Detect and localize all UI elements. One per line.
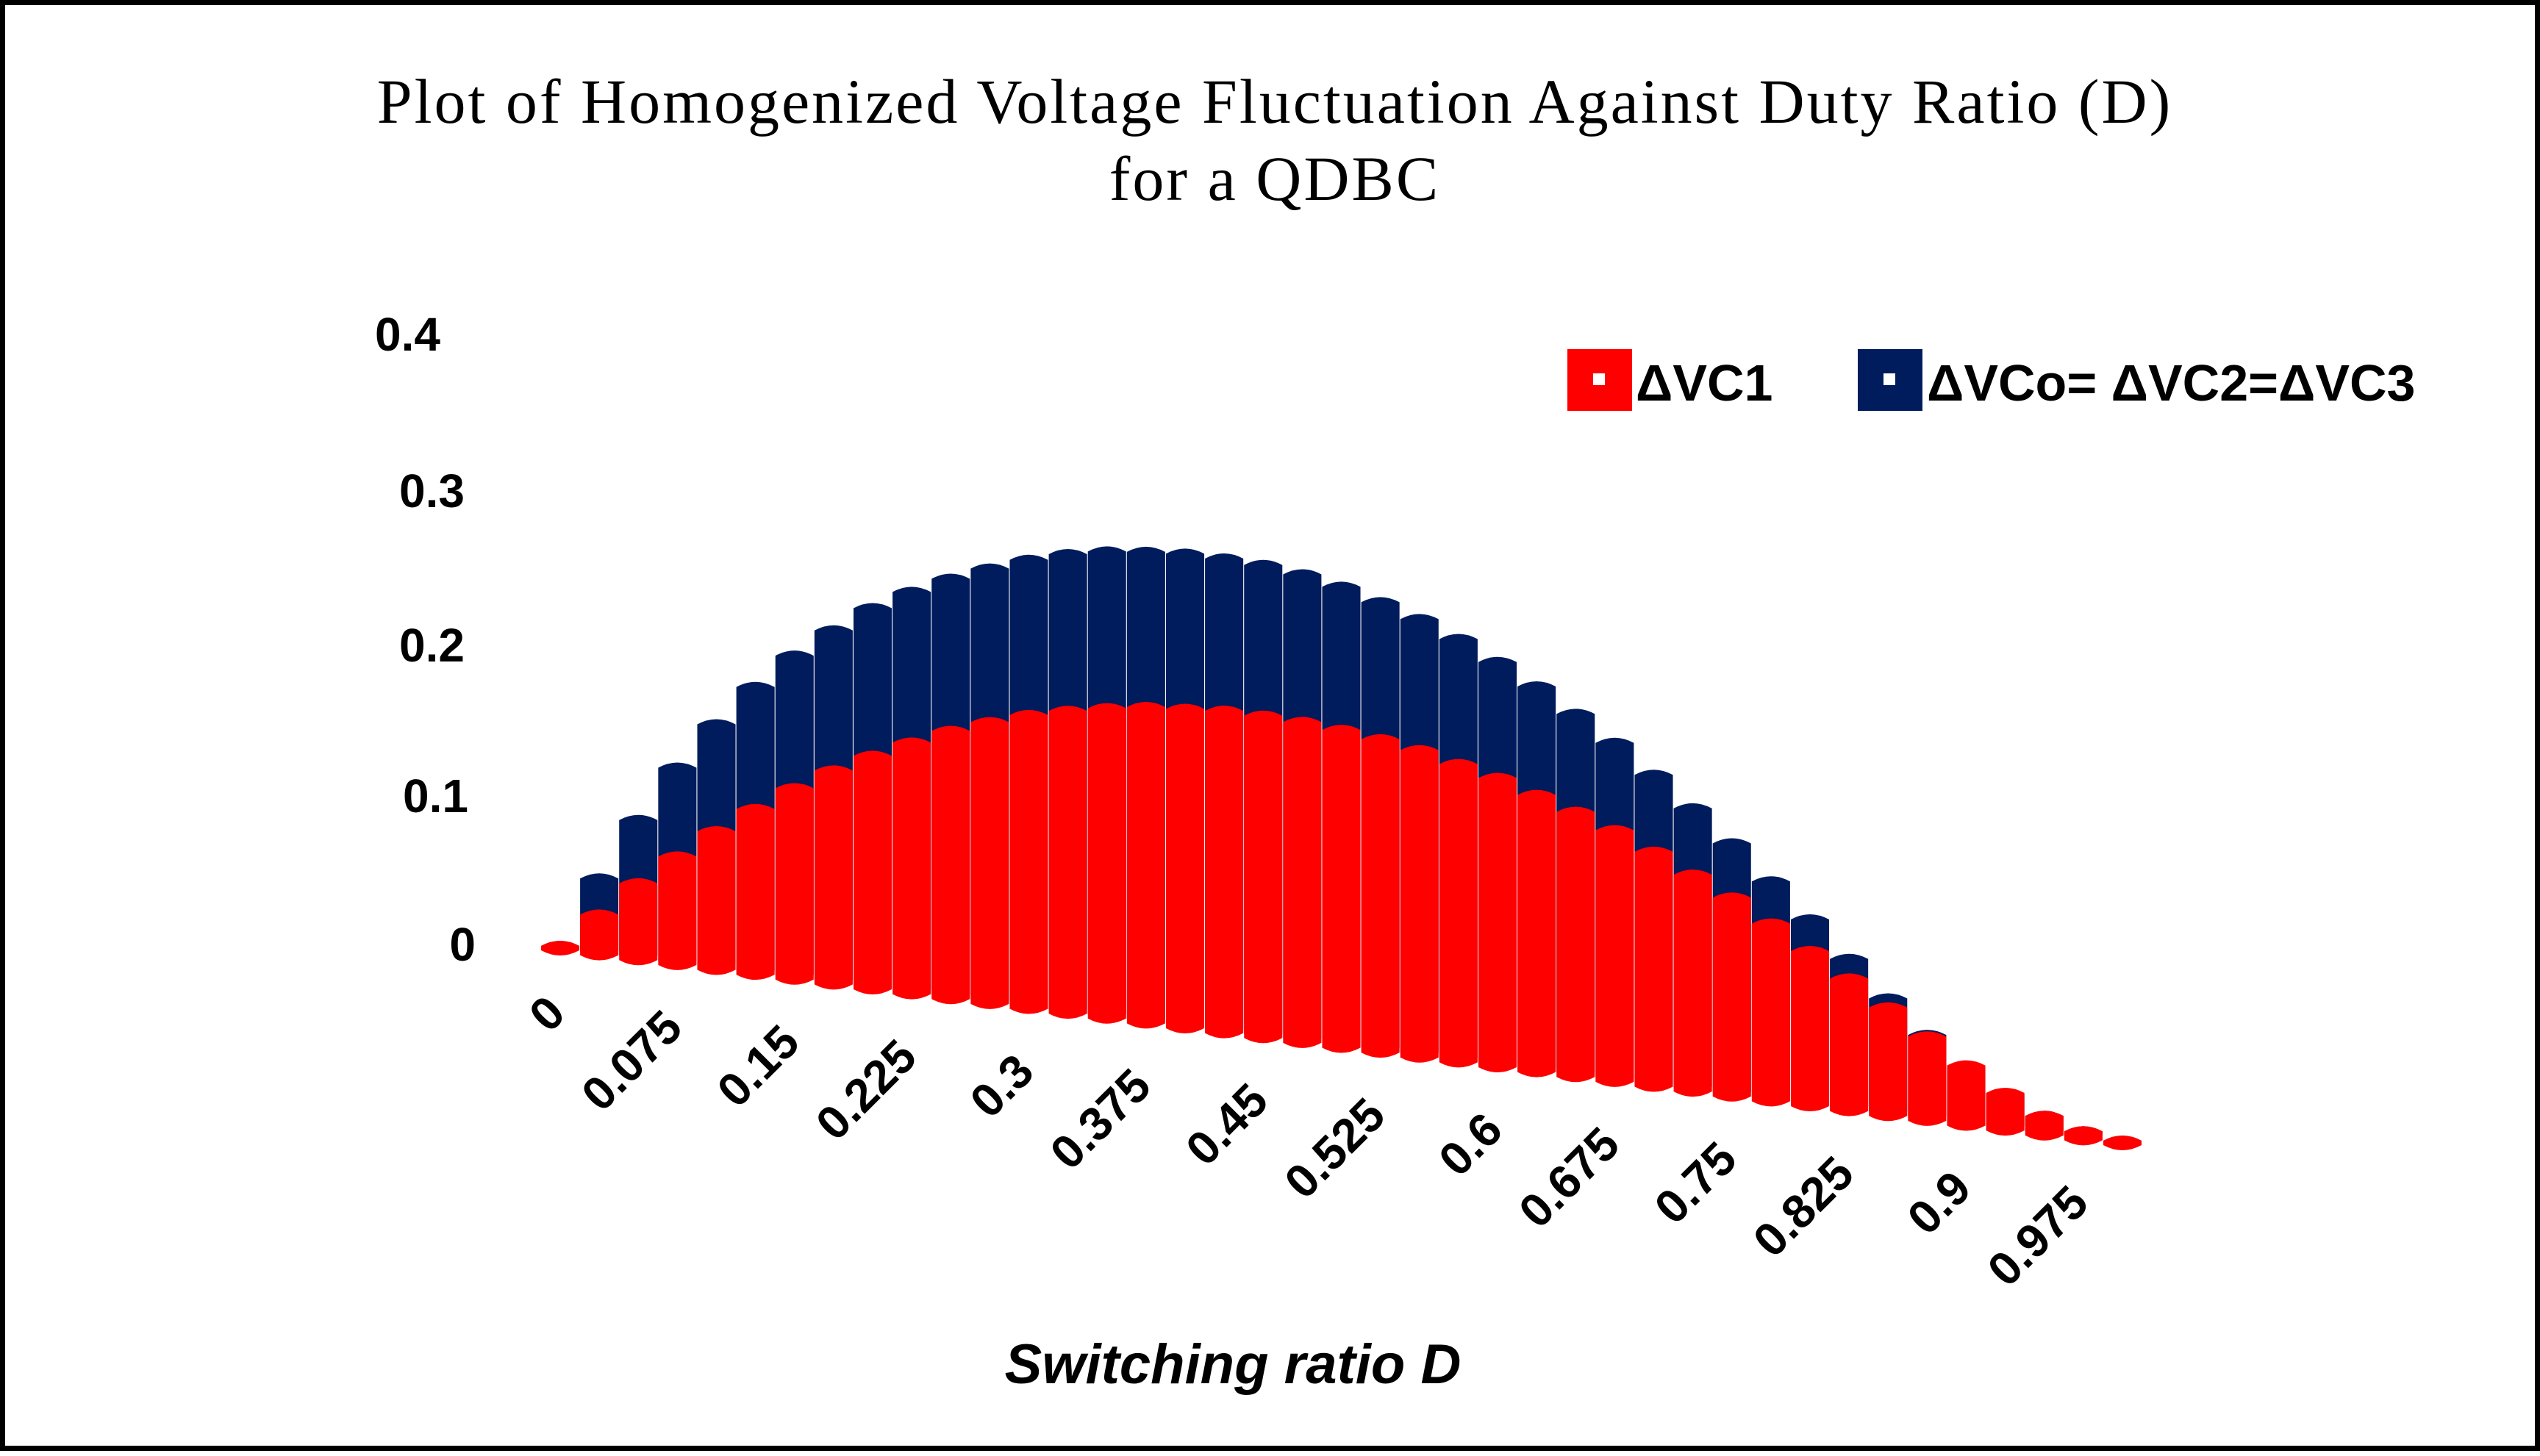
- bar-series-group: [540, 546, 2142, 1150]
- bar-vc1: [1439, 759, 1478, 1068]
- x-tick-label: 0.675: [1509, 1117, 1629, 1238]
- y-tick-label: 0.2: [399, 619, 465, 672]
- bar-vc1: [1556, 806, 1595, 1083]
- chart-subtitle: for a QDBC: [1109, 143, 1440, 214]
- x-tick-label: 0.075: [571, 1000, 692, 1121]
- bar-vc1: [931, 725, 970, 1005]
- bar-vc1: [892, 737, 931, 1000]
- bar-vc1: [1478, 772, 1517, 1072]
- bar-vc1: [1830, 973, 1869, 1116]
- bar-vc1: [1126, 702, 1165, 1029]
- bar-vc1: [1947, 1060, 1986, 1131]
- bar-vc1: [1009, 709, 1048, 1014]
- bar-vc1: [814, 765, 853, 990]
- x-tick-label: 0.375: [1040, 1058, 1161, 1179]
- bar-vc1: [1087, 703, 1126, 1024]
- y-tick-label: 0.3: [399, 465, 465, 517]
- bar-vc1: [1361, 734, 1400, 1058]
- legend-item-vco: ΔVCo= ΔVC2=ΔVC3: [1858, 349, 2416, 412]
- bar-vc1: [970, 717, 1009, 1009]
- bar-vc1: [619, 878, 658, 966]
- bar-vc1: [1205, 706, 1244, 1039]
- x-tick-label: 0.45: [1176, 1073, 1278, 1175]
- bar-vc1: [775, 783, 814, 985]
- x-tick-label: 0.825: [1743, 1147, 1864, 1267]
- y-tick-label: 0: [449, 918, 476, 971]
- bar-vc1: [658, 851, 697, 970]
- legend-swatch-vc1-mark: [1593, 373, 1605, 385]
- y-axis-tick-labels: 0 0.1 0.2 0.3 0.4: [375, 308, 476, 971]
- bar-vc1: [1634, 846, 1673, 1092]
- x-tick-label: 0.225: [806, 1030, 926, 1150]
- x-tick-label: 0.525: [1274, 1088, 1395, 1208]
- bar-vc1: [1048, 706, 1087, 1019]
- bar-vc1: [1790, 946, 1830, 1111]
- bar-vc1: [1165, 703, 1205, 1033]
- legend: ΔVC1 ΔVCo= ΔVC2=ΔVC3: [1567, 349, 2416, 412]
- bar-vc1: [1869, 1002, 1908, 1122]
- bar-vc1: [2103, 1136, 2142, 1150]
- bar-vc1: [853, 750, 892, 994]
- x-tick-label: 0.3: [960, 1044, 1044, 1127]
- bar-vc1: [1244, 710, 1283, 1044]
- bar-vc1: [1517, 789, 1556, 1077]
- bar-vc1: [1283, 717, 1322, 1048]
- x-axis-label: Switching ratio D: [1005, 1333, 1462, 1396]
- y-tick-label: 0.1: [403, 770, 468, 822]
- bar-vc1: [1595, 825, 1634, 1087]
- bar-vc1: [697, 826, 736, 975]
- x-tick-label: 0: [519, 986, 575, 1041]
- bar-vc1: [1400, 745, 1439, 1063]
- bar-vc1: [1751, 918, 1790, 1107]
- x-tick-label: 0.15: [707, 1015, 809, 1117]
- legend-swatch-vco-mark: [1883, 373, 1895, 385]
- bar-vc1: [1712, 892, 1751, 1102]
- bar-vc1: [540, 941, 580, 955]
- bar-vc1: [1986, 1088, 2025, 1136]
- x-tick-label: 0.75: [1645, 1132, 1747, 1234]
- bar-vc1: [2064, 1126, 2103, 1146]
- y-tick-label: 0.4: [375, 308, 440, 361]
- x-tick-label: 0.6: [1428, 1102, 1512, 1186]
- chart: Plot of Homogenized Voltage Fluctuation …: [375, 66, 2416, 1396]
- bar-vc1: [2025, 1111, 2064, 1141]
- x-tick-label: 0.9: [1897, 1161, 1981, 1244]
- bar-vc1: [580, 909, 619, 961]
- bar-vc1: [736, 803, 775, 980]
- x-tick-label: 0.975: [1978, 1175, 2098, 1296]
- legend-label-vc1: ΔVC1: [1636, 354, 1772, 412]
- legend-label-vco: ΔVCo= ΔVC2=ΔVC3: [1927, 354, 2416, 412]
- chart-title: Plot of Homogenized Voltage Fluctuation …: [377, 66, 2173, 137]
- bar-vc1: [1908, 1031, 1947, 1126]
- bar-vc1: [1673, 869, 1712, 1097]
- bar-vc1: [1322, 725, 1361, 1053]
- legend-item-vc1: ΔVC1: [1567, 349, 1772, 412]
